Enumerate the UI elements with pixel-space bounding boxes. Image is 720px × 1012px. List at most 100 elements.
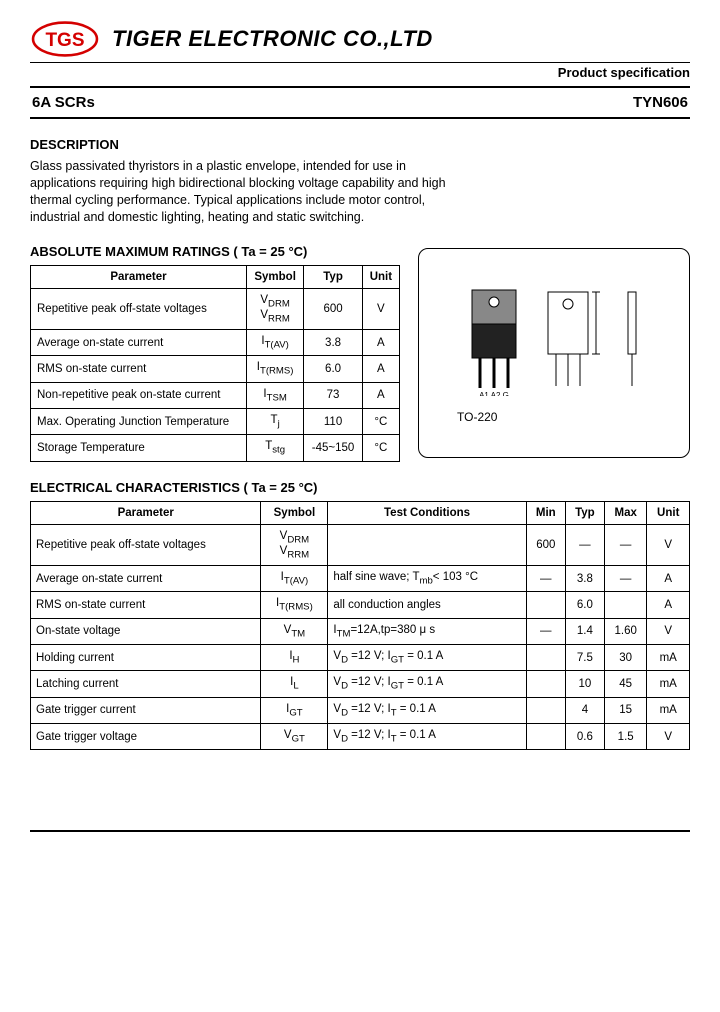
cell-cond: all conduction angles: [328, 592, 526, 618]
cell-typ: 1.4: [565, 618, 604, 644]
table-header: Unit: [362, 265, 399, 288]
table-header: Typ: [565, 501, 604, 524]
cell-typ: 6.0: [565, 592, 604, 618]
cell-min: [526, 671, 565, 697]
divider: [30, 117, 690, 119]
cell-param: Non-repetitive peak on-state current: [31, 382, 247, 408]
footer-divider: [30, 830, 690, 832]
description-heading: DESCRIPTION: [30, 137, 690, 152]
cell-param: Repetitive peak off-state voltages: [31, 524, 261, 566]
amr-heading: ABSOLUTE MAXIMUM RATINGS ( Ta = 25 °C): [30, 244, 400, 259]
cell-min: [526, 592, 565, 618]
cell-typ: -45~150: [304, 435, 362, 461]
cell-unit: A: [362, 382, 399, 408]
cell-typ: 600: [304, 288, 362, 330]
table-row: Gate trigger currentIGTVD =12 V; IT = 0.…: [31, 697, 690, 723]
cell-typ: 7.5: [565, 645, 604, 671]
cell-symbol: IT(RMS): [246, 356, 303, 382]
cell-unit: A: [647, 566, 690, 592]
cell-typ: 10: [565, 671, 604, 697]
cell-typ: 3.8: [565, 566, 604, 592]
cell-cond: VD =12 V; IGT = 0.1 A: [328, 671, 526, 697]
table-row: Latching currentILVD =12 V; IGT = 0.1 A 1…: [31, 671, 690, 697]
cell-unit: A: [647, 592, 690, 618]
table-row: Max. Operating Junction TemperatureTj110…: [31, 408, 400, 434]
cell-param: Latching current: [31, 671, 261, 697]
table-row: Holding currentIHVD =12 V; IGT = 0.1 A7.…: [31, 645, 690, 671]
cell-param: Storage Temperature: [31, 435, 247, 461]
cell-typ: 110: [304, 408, 362, 434]
title-row: 6A SCRs TYN606: [30, 88, 690, 117]
cell-min: [526, 697, 565, 723]
cell-symbol: IL: [261, 671, 328, 697]
cell-min: [526, 645, 565, 671]
cell-param: RMS on-state current: [31, 592, 261, 618]
cell-min: 600: [526, 524, 565, 566]
table-header: Test Conditions: [328, 501, 526, 524]
cell-symbol: VTM: [261, 618, 328, 644]
cell-typ: 4: [565, 697, 604, 723]
cell-min: —: [526, 566, 565, 592]
table-header: Symbol: [246, 265, 303, 288]
cell-param: Gate trigger current: [31, 697, 261, 723]
cell-param: RMS on-state current: [31, 356, 247, 382]
cell-max: 1.60: [604, 618, 647, 644]
cell-symbol: VDRMVRRM: [246, 288, 303, 330]
cell-typ: 0.6: [565, 723, 604, 749]
cell-unit: °C: [362, 435, 399, 461]
cell-unit: A: [362, 330, 399, 356]
table-header: Typ: [304, 265, 362, 288]
cell-symbol: IGT: [261, 697, 328, 723]
cell-max: —: [604, 524, 647, 566]
cell-param: Average on-state current: [31, 330, 247, 356]
cell-param: On-state voltage: [31, 618, 261, 644]
cell-typ: 6.0: [304, 356, 362, 382]
amr-table: ParameterSymbolTypUnit Repetitive peak o…: [30, 265, 400, 462]
table-row: Non-repetitive peak on-state currentITSM…: [31, 382, 400, 408]
table-header: Parameter: [31, 265, 247, 288]
package-outline: A1 A2 G TO-2: [418, 248, 690, 458]
tgs-logo: TGS: [30, 20, 100, 58]
cell-unit: V: [647, 618, 690, 644]
ec-heading: ELECTRICAL CHARACTERISTICS ( Ta = 25 °C): [30, 480, 690, 495]
cell-symbol: ITSM: [246, 382, 303, 408]
table-header: Min: [526, 501, 565, 524]
cell-typ: 3.8: [304, 330, 362, 356]
table-header: Max: [604, 501, 647, 524]
table-row: Average on-state currentIT(AV)half sine …: [31, 566, 690, 592]
cell-cond: [328, 524, 526, 566]
table-header: Unit: [647, 501, 690, 524]
cell-max: [604, 592, 647, 618]
cell-symbol: IT(AV): [246, 330, 303, 356]
cell-typ: 73: [304, 382, 362, 408]
cell-min: —: [526, 618, 565, 644]
cell-unit: A: [362, 356, 399, 382]
cell-symbol: VGT: [261, 723, 328, 749]
package-edge-icon: [622, 286, 644, 396]
cell-cond: ITM=12A,tp=380 μ s: [328, 618, 526, 644]
cell-max: 30: [604, 645, 647, 671]
cell-max: —: [604, 566, 647, 592]
product-spec-label: Product specification: [30, 65, 690, 80]
cell-symbol: IH: [261, 645, 328, 671]
cell-max: 15: [604, 697, 647, 723]
cell-symbol: IT(RMS): [261, 592, 328, 618]
logo-text: TGS: [45, 30, 84, 51]
cell-max: 45: [604, 671, 647, 697]
package-front-icon: A1 A2 G: [464, 286, 524, 396]
table-row: Average on-state currentIT(AV)3.8A: [31, 330, 400, 356]
cell-min: [526, 723, 565, 749]
description-body: Glass passivated thyristors in a plastic…: [30, 158, 450, 226]
cell-cond: VD =12 V; IT = 0.1 A: [328, 723, 526, 749]
table-row: Gate trigger voltageVGTVD =12 V; IT = 0.…: [31, 723, 690, 749]
table-row: RMS on-state currentIT(RMS)all conductio…: [31, 592, 690, 618]
package-name: TO-220: [457, 410, 497, 424]
cell-unit: mA: [647, 697, 690, 723]
divider: [30, 62, 690, 63]
svg-text:A1 A2 G: A1 A2 G: [479, 391, 509, 396]
table-row: Repetitive peak off-state voltagesVDRMVR…: [31, 524, 690, 566]
table-row: Storage TemperatureTstg-45~150°C: [31, 435, 400, 461]
package-dimension-icon: [538, 286, 608, 396]
cell-symbol: Tstg: [246, 435, 303, 461]
cell-typ: —: [565, 524, 604, 566]
